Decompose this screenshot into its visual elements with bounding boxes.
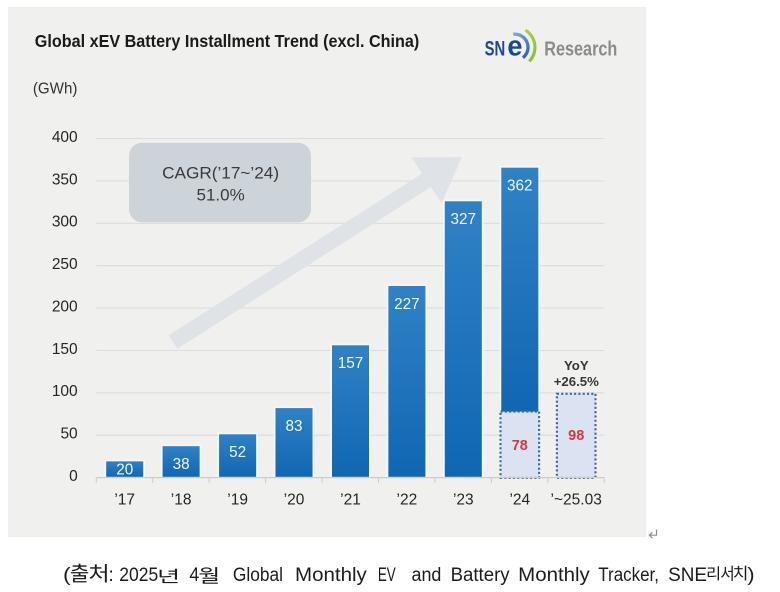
svg-text:Global: Global bbox=[233, 565, 283, 586]
svg-text:’19: ’19 bbox=[227, 491, 248, 508]
svg-text:200: 200 bbox=[52, 299, 78, 316]
svg-text:150: 150 bbox=[52, 341, 78, 358]
svg-text:’23: ’23 bbox=[453, 491, 474, 508]
svg-text:2025: 2025 bbox=[119, 565, 158, 586]
svg-text:350: 350 bbox=[52, 171, 78, 188]
svg-text:’21: ’21 bbox=[340, 491, 361, 508]
svg-text:+26.5%: +26.5% bbox=[554, 374, 599, 389]
svg-text:): ) bbox=[747, 565, 754, 586]
svg-text:100: 100 bbox=[52, 383, 78, 400]
svg-text:Battery: Battery bbox=[451, 565, 510, 586]
svg-text:Research: Research bbox=[544, 39, 617, 61]
svg-text:YoY: YoY bbox=[564, 358, 589, 373]
svg-text:20: 20 bbox=[116, 461, 133, 478]
svg-text:SNE: SNE bbox=[668, 565, 707, 586]
svg-text:50: 50 bbox=[60, 426, 78, 443]
svg-text:83: 83 bbox=[285, 418, 302, 435]
svg-text:52: 52 bbox=[229, 444, 246, 461]
svg-text:227: 227 bbox=[394, 296, 420, 313]
svg-text:Monthly: Monthly bbox=[518, 565, 590, 586]
svg-text:300: 300 bbox=[52, 214, 78, 231]
svg-text:’~25.03: ’~25.03 bbox=[551, 491, 602, 508]
svg-text:Global xEV Battery Installment: Global xEV Battery Installment Trend (ex… bbox=[35, 31, 420, 51]
svg-text:362: 362 bbox=[507, 178, 533, 195]
svg-text:98: 98 bbox=[568, 428, 584, 444]
svg-text::: : bbox=[108, 565, 113, 586]
svg-text:78: 78 bbox=[512, 438, 528, 454]
svg-text:Tracker,: Tracker, bbox=[598, 565, 659, 586]
svg-text:(: ( bbox=[63, 565, 71, 586]
svg-text:(GWh): (GWh) bbox=[33, 81, 78, 98]
svg-text:400: 400 bbox=[52, 129, 78, 146]
svg-text:Monthly: Monthly bbox=[295, 565, 367, 586]
svg-text:38: 38 bbox=[173, 456, 190, 473]
svg-text:SN: SN bbox=[485, 37, 506, 60]
svg-text:and: and bbox=[412, 565, 442, 586]
svg-text:’24: ’24 bbox=[509, 491, 530, 508]
svg-text:250: 250 bbox=[52, 256, 78, 273]
svg-text:157: 157 bbox=[338, 355, 364, 372]
svg-text:327: 327 bbox=[451, 211, 477, 228]
svg-text:’18: ’18 bbox=[171, 491, 192, 508]
svg-text:’17: ’17 bbox=[114, 491, 135, 508]
svg-text:0: 0 bbox=[69, 468, 78, 485]
svg-text:’22: ’22 bbox=[397, 491, 418, 508]
svg-text:CAGR(’17~’24): CAGR(’17~’24) bbox=[162, 163, 279, 182]
svg-text:4: 4 bbox=[189, 565, 199, 586]
svg-text:’20: ’20 bbox=[284, 491, 305, 508]
svg-text:51.0%: 51.0% bbox=[196, 185, 244, 204]
svg-text:EV: EV bbox=[378, 565, 396, 586]
